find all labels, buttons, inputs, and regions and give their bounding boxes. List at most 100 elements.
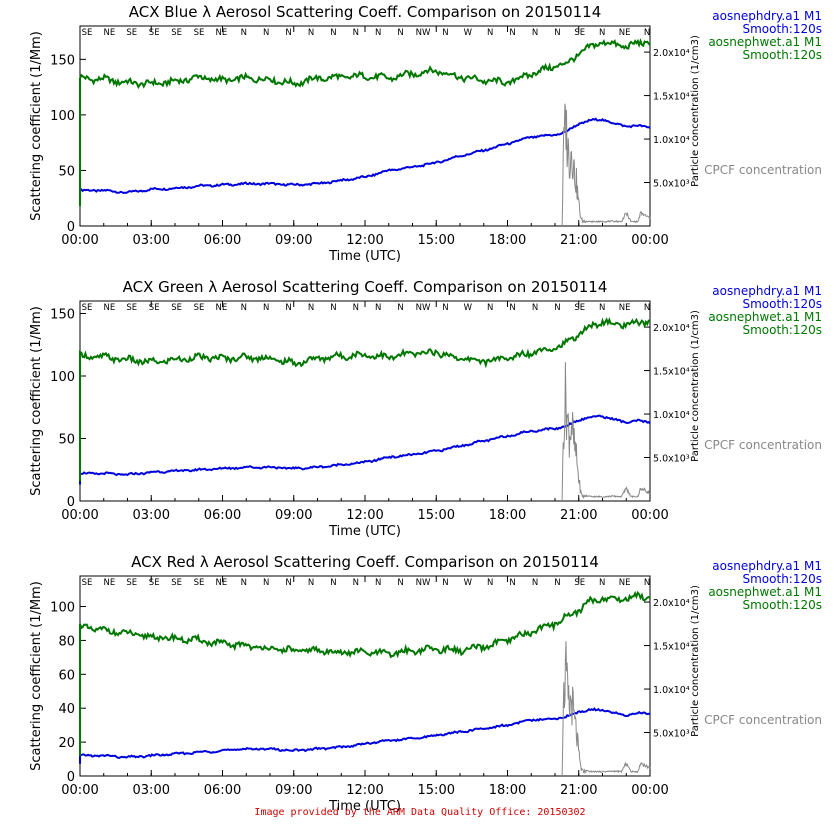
x-tick-label: 00:00 [631,783,668,798]
x-tick-label: 09:00 [275,508,312,523]
y2-tick-label: 1.0x10⁴ [653,135,690,146]
y-tick-label: 100 [50,109,75,124]
legend-dry-name: aosnephdry.a1 M1 [712,9,822,23]
wind-direction-label: N [308,28,314,38]
y2-tick-label: 1.5x10⁴ [653,642,690,653]
wind-direction-label: N [241,28,247,38]
wind-direction-label: N [308,303,314,313]
wind-direction-label: N [330,578,336,588]
x-tick-label: 12:00 [346,508,383,523]
wind-direction-label: W [464,28,473,38]
wind-direction-label: N [599,303,605,313]
x-tick-label: 00:00 [61,233,98,248]
y-tick-label: 80 [58,634,75,649]
wind-direction-label: N [263,303,269,313]
y-axis-label: Scattering coefficient (1/Mm) [29,306,44,496]
legend-cpcf-name: CPCF concentration [704,713,822,727]
wind-direction-label: N [487,578,493,588]
wind-direction-label: N [353,303,359,313]
wind-direction-label: NE [216,28,228,38]
wind-direction-label: N [532,28,538,38]
wind-direction-label: SE [149,28,160,38]
legend-dry-smooth: Smooth:120s [743,22,823,36]
wind-direction-label: N [554,303,560,313]
y-axis-label: Scattering coefficient (1/Mm) [29,31,44,221]
x-axis-label: Time (UTC) [328,249,401,264]
y2-tick-label: 5.0x10³ [653,179,690,190]
x-tick-label: 00:00 [631,508,668,523]
wind-direction-label: SE [171,578,182,588]
wind-direction-label: N [397,28,403,38]
wind-direction-label: SE [126,578,137,588]
y-axis-label: Scattering coefficient (1/Mm) [29,581,44,771]
wind-direction-label: SE [82,28,93,38]
legend-dry-name: aosnephdry.a1 M1 [712,559,822,573]
x-tick-label: 18:00 [489,783,526,798]
y-tick-label: 0 [67,770,75,785]
wind-direction-label: N [442,578,448,588]
x-axis-label: Time (UTC) [328,524,401,539]
footer-note: Image provided by the ARM Data Quality O… [254,807,586,818]
y2-tick-label: 2.0x10⁴ [653,598,690,609]
wind-direction-label: N [330,28,336,38]
wind-direction-label: SE [171,28,182,38]
dry-series-line [79,414,651,485]
wind-direction-label: NE [619,578,631,588]
x-tick-label: 12:00 [346,233,383,248]
x-tick-label: 06:00 [204,508,241,523]
y-tick-label: 0 [67,220,75,235]
chart-title: ACX Red λ Aerosol Scattering Coeff. Comp… [131,553,599,571]
wind-direction-label: N [285,28,291,38]
x-tick-label: 12:00 [346,783,383,798]
legend-dry-name: aosnephdry.a1 M1 [712,284,822,298]
wind-direction-label: SE [574,578,585,588]
wind-direction-label: SE [194,28,205,38]
wind-direction-label: N [644,303,650,313]
y-tick-label: 150 [50,308,75,323]
y2-tick-label: 1.0x10⁴ [653,410,690,421]
wind-direction-label: NE [104,28,116,38]
x-tick-label: 15:00 [418,508,455,523]
wind-direction-label: NE [619,28,631,38]
legend-dry-smooth: Smooth:120s [743,572,823,586]
cpcf-series-line [561,362,651,502]
wind-direction-label: NE [619,303,631,313]
x-tick-label: 21:00 [560,508,597,523]
wind-direction-label: NE [104,303,116,313]
wind-direction-label: NW [416,303,431,313]
wind-direction-label: SE [149,303,160,313]
wind-direction-label: SE [126,28,137,38]
x-tick-label: 06:00 [204,233,241,248]
dry-series-line [79,707,651,764]
legend-wet-smooth: Smooth:120s [743,48,823,62]
x-axis-label: Time (UTC) [328,799,401,814]
wind-direction-label: N [509,303,515,313]
wet-series-line [79,38,651,206]
y2-tick-label: 1.0x10⁴ [653,685,690,696]
x-tick-label: 15:00 [418,783,455,798]
y-tick-label: 150 [50,53,75,68]
legend-wet-smooth: Smooth:120s [743,598,823,612]
wind-direction-label: SE [82,303,93,313]
y2-tick-label: 2.0x10⁴ [653,48,690,59]
wind-direction-label: N [599,28,605,38]
wind-direction-label: NE [216,303,228,313]
wind-direction-label: N [397,303,403,313]
wind-direction-label: N [644,578,650,588]
wind-direction-label: N [263,28,269,38]
legend-cpcf-name: CPCF concentration [704,163,822,177]
y2-tick-label: 1.5x10⁴ [653,92,690,103]
wind-direction-label: SE [194,578,205,588]
x-tick-label: 09:00 [275,783,312,798]
wind-direction-label: NE [216,578,228,588]
wind-direction-label: SE [574,28,585,38]
y-tick-label: 100 [50,601,75,616]
wind-direction-label: SE [82,578,93,588]
legend-wet-name: aosnephwet.a1 M1 [708,585,822,599]
cpcf-series-line [561,103,651,227]
wind-direction-label: SE [574,303,585,313]
y2-axis-label: Particle concentration (1/cm3) [690,35,701,187]
wind-direction-label: N [375,28,381,38]
wind-direction-label: N [330,303,336,313]
wind-direction-label: SE [171,303,182,313]
